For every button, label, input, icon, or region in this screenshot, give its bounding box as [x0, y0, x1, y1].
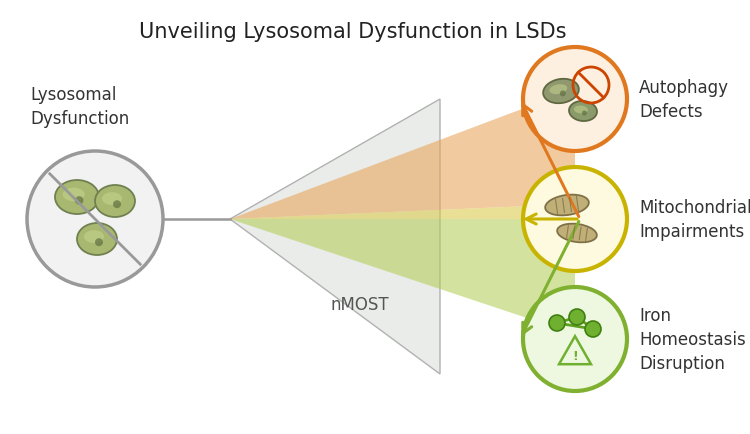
Circle shape — [585, 321, 601, 337]
Text: Iron
Homeostasis
Disruption: Iron Homeostasis Disruption — [639, 307, 746, 372]
Text: Lysosomal: Lysosomal — [30, 86, 116, 104]
Ellipse shape — [95, 186, 135, 217]
Circle shape — [549, 315, 565, 331]
Polygon shape — [230, 220, 575, 334]
Polygon shape — [230, 90, 575, 220]
Circle shape — [569, 309, 585, 325]
Circle shape — [95, 239, 103, 247]
Circle shape — [75, 197, 83, 205]
Text: nMOST: nMOST — [331, 295, 389, 313]
Polygon shape — [230, 100, 440, 374]
Ellipse shape — [550, 85, 567, 95]
Circle shape — [582, 111, 587, 116]
Polygon shape — [230, 204, 575, 220]
Circle shape — [560, 91, 566, 97]
Polygon shape — [559, 336, 591, 365]
Ellipse shape — [84, 230, 104, 243]
Circle shape — [523, 168, 627, 271]
Text: !: ! — [572, 350, 578, 363]
Ellipse shape — [569, 102, 597, 122]
Ellipse shape — [77, 224, 117, 256]
Text: Autophagy
Defects: Autophagy Defects — [639, 79, 729, 121]
Text: Mitochondrial
Impairments: Mitochondrial Impairments — [639, 199, 750, 240]
Ellipse shape — [543, 79, 579, 104]
Ellipse shape — [102, 193, 122, 206]
Text: Dysfunction: Dysfunction — [30, 110, 129, 128]
Ellipse shape — [557, 224, 597, 243]
Ellipse shape — [63, 188, 85, 202]
Circle shape — [523, 48, 627, 151]
Ellipse shape — [545, 195, 589, 216]
Circle shape — [113, 201, 121, 209]
Circle shape — [523, 287, 627, 391]
Text: Unveiling Lysosomal Dysfunction in LSDs: Unveiling Lysosomal Dysfunction in LSDs — [139, 22, 566, 42]
Ellipse shape — [55, 181, 99, 214]
Ellipse shape — [574, 106, 588, 114]
Circle shape — [27, 151, 163, 287]
